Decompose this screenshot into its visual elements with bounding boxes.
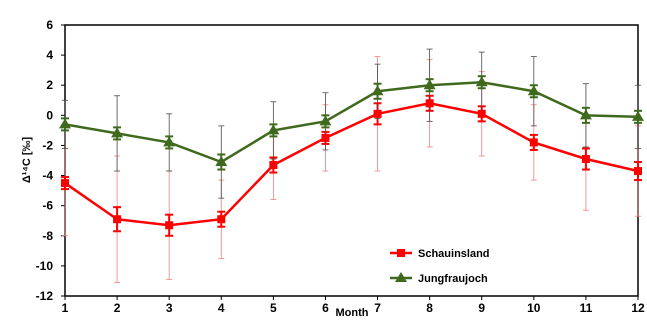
data-point-jungfraujoch <box>163 136 176 147</box>
data-point-jungfraujoch <box>215 156 228 167</box>
x-tick-label: 11 <box>580 301 593 315</box>
x-tick-label: 1 <box>62 301 69 315</box>
y-tick-label: -2 <box>42 138 53 152</box>
x-tick-label: 6 <box>322 301 329 315</box>
y-tick-label: 4 <box>46 48 53 62</box>
plot-frame <box>64 24 639 297</box>
x-tick-label: 8 <box>426 301 433 315</box>
data-point-schauinsland <box>61 179 69 188</box>
x-tick-label: 2 <box>114 301 121 315</box>
errorbars-schauinsland <box>61 56 642 283</box>
legend-label: Jungfraujoch <box>418 273 488 285</box>
data-point-schauinsland <box>217 215 226 224</box>
data-point-schauinsland <box>634 167 642 176</box>
legend-label: Schauinsland <box>418 248 490 260</box>
data-point-jungfraujoch <box>423 79 436 90</box>
x-tick-label: 5 <box>270 301 277 315</box>
legend: Schauinsland Jungfraujoch <box>390 248 490 285</box>
legend-swatch-marker <box>395 272 407 282</box>
y-tick-label: 0 <box>46 108 53 122</box>
data-point-schauinsland <box>477 109 486 118</box>
x-axis-title: Month <box>336 307 369 319</box>
legend-swatch-marker <box>397 249 405 257</box>
data-point-schauinsland <box>373 109 382 118</box>
data-point-jungfraujoch <box>267 124 280 135</box>
x-tick-label: 10 <box>527 301 541 315</box>
x-tick-label: 12 <box>631 301 645 315</box>
y-tick-label: 6 <box>46 18 53 32</box>
y-tick-label: -10 <box>36 259 54 273</box>
data-point-schauinsland <box>269 161 278 170</box>
data-point-jungfraujoch <box>527 85 540 96</box>
y-tick-label: -8 <box>42 229 53 243</box>
data-point-jungfraujoch <box>475 76 488 87</box>
series-line-jungfraujoch <box>64 80 639 164</box>
y-tick-label: -12 <box>36 289 54 303</box>
x-tick-label: 9 <box>478 301 485 315</box>
data-point-jungfraujoch <box>319 115 332 126</box>
y-tick-label: 2 <box>46 78 53 92</box>
data-point-schauinsland <box>529 138 538 147</box>
data-point-jungfraujoch <box>371 85 384 96</box>
data-point-jungfraujoch <box>111 127 124 138</box>
data-point-schauinsland <box>113 215 122 224</box>
data-point-jungfraujoch <box>59 118 71 129</box>
x-tick-label: 4 <box>218 301 225 315</box>
data-point-schauinsland <box>321 133 330 142</box>
data-point-jungfraujoch <box>579 109 592 120</box>
data-point-schauinsland <box>581 154 590 163</box>
errorbars-jungfraujoch <box>61 48 642 199</box>
series-line-schauinsland <box>64 102 639 227</box>
data-point-schauinsland <box>425 99 434 108</box>
y-axis-title: Δ¹⁴C [‰] <box>21 136 33 183</box>
y-tick-label: -6 <box>42 199 53 213</box>
x-tick-label: 3 <box>166 301 173 315</box>
data-point-schauinsland <box>165 221 174 230</box>
y-tick-label: -4 <box>42 169 53 183</box>
x-tick-label: 7 <box>374 301 381 315</box>
data-point-jungfraujoch <box>632 110 644 121</box>
